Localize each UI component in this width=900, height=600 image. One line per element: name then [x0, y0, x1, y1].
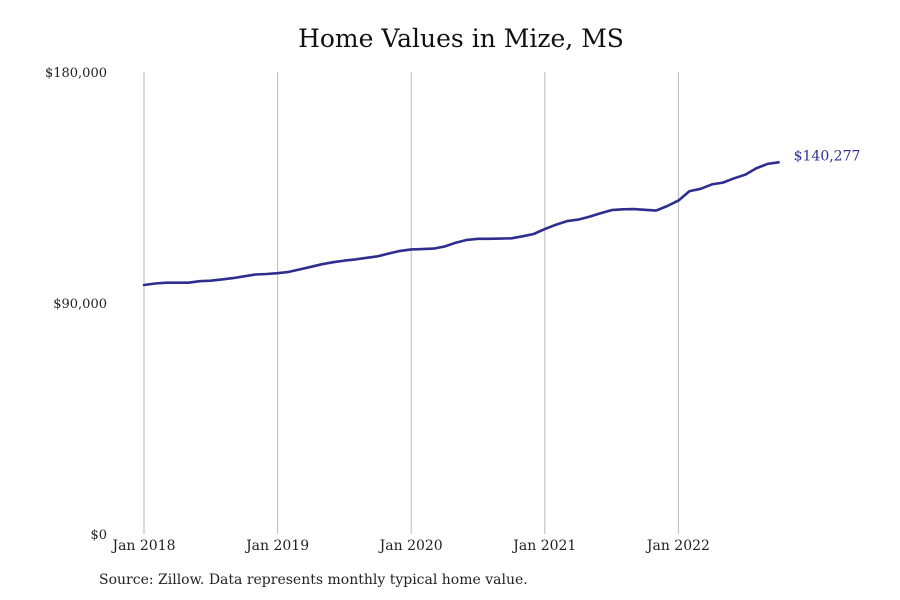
series-layer — [142, 161, 780, 287]
end-value-label: $140,277 — [794, 148, 861, 164]
x-tick-label: Jan 2021 — [511, 538, 576, 554]
x-axis-tick-labels: Jan 2018 Jan 2019 Jan 2020 Jan 2021 Jan 2022 — [110, 538, 709, 554]
y-tick-label: $180,000 — [45, 66, 107, 81]
x-tick-label: Jan 2020 — [378, 538, 443, 554]
x-tick-label: Jan 2022 — [645, 538, 710, 554]
x-tick-label: Jan 2018 — [110, 538, 175, 554]
series-line-0 — [142, 161, 780, 287]
y-axis-tick-labels: $0 $90,000 $180,000 — [45, 66, 107, 543]
y-tick-label: $90,000 — [53, 297, 107, 312]
chart-title: Home Values in Mize, MS — [298, 24, 624, 53]
x-tick-label: Jan 2019 — [244, 538, 309, 554]
y-tick-label: $0 — [90, 528, 107, 543]
source-note: Source: Zillow. Data represents monthly … — [99, 572, 528, 588]
gridlines — [143, 72, 679, 534]
